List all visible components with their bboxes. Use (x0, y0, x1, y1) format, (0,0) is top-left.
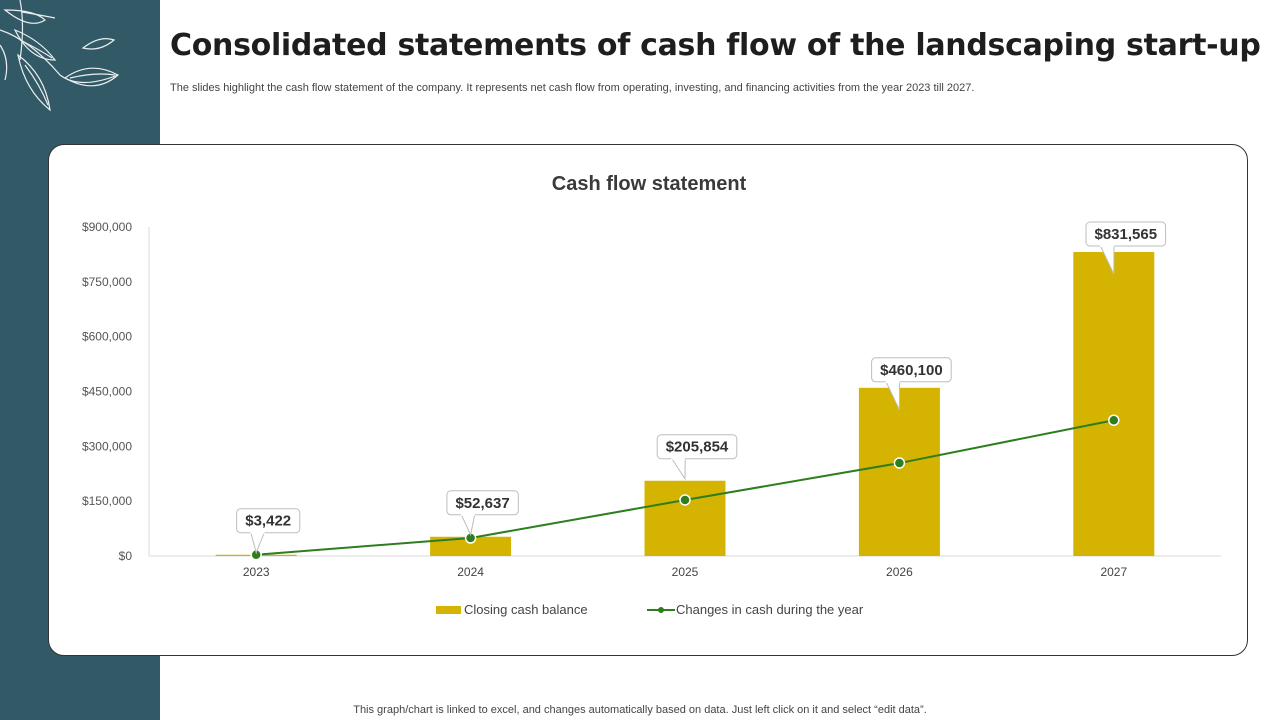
data-label-box (656, 434, 738, 460)
line-point-changes-in-cash (1108, 414, 1120, 426)
bar-closing-cash (858, 387, 940, 556)
data-label-joint (1100, 244, 1114, 248)
cash-flow-chart[interactable]: Cash flow statement $0 $150,000 $300,000 $45… (49, 145, 1249, 657)
x-tick-label: 2027 (1100, 565, 1127, 579)
page-title: Consolidated statements of cash flow of … (170, 28, 1261, 63)
y-tick-label: $450,000 (82, 385, 132, 399)
data-label: $831,565 (1095, 226, 1158, 243)
legend-swatch-closing-cash (436, 606, 461, 614)
data-label-joint (671, 456, 686, 460)
data-label-pointer (1099, 244, 1115, 275)
footer-note: This graph/chart is linked to excel, and… (353, 704, 927, 716)
y-tick-label: $150,000 (82, 494, 132, 508)
data-label-pointer (460, 513, 476, 537)
y-tick-label: $600,000 (82, 330, 132, 344)
line-point-changes-in-cash (893, 457, 906, 469)
data-label-box (236, 508, 301, 534)
legend-marker-changes-in-cash (658, 607, 664, 613)
x-tick-label: 2025 (672, 565, 699, 579)
x-tick-label: 2023 (243, 565, 270, 579)
data-label: $460,100 (880, 362, 943, 379)
data-label-box (1085, 221, 1167, 247)
data-label: $3,422 (245, 513, 291, 530)
data-label: $205,854 (666, 439, 729, 456)
y-tick-label: $300,000 (82, 439, 132, 453)
data-label-pointer (670, 457, 686, 481)
data-label-box (871, 357, 952, 383)
line-point-changes-in-cash (679, 494, 691, 506)
bar-closing-cash (430, 536, 512, 556)
chart-card[interactable]: Cash flow statement $0 $150,000 $300,000 $45… (48, 144, 1248, 656)
data-label-joint (250, 530, 265, 534)
page-subtitle: The slides highlight the cash flow state… (170, 82, 975, 94)
data-label-pointer (250, 531, 266, 555)
data-label-box (446, 490, 519, 516)
data-label-pointer (885, 380, 901, 411)
legend-label-changes-in-cash: Changes in cash during the year (676, 602, 864, 617)
bar-closing-cash (1073, 252, 1155, 556)
y-tick-label: $0 (119, 549, 133, 563)
y-tick-label: $750,000 (82, 275, 132, 289)
x-tick-label: 2024 (457, 565, 484, 579)
data-label-joint (460, 512, 475, 516)
chart-title: Cash flow statement (552, 173, 747, 195)
leaf-decoration-icon (0, 0, 120, 112)
x-tick-label: 2026 (886, 565, 913, 579)
data-label-joint (885, 379, 900, 383)
y-tick-label: $900,000 (82, 220, 132, 234)
data-label: $52,637 (455, 495, 509, 512)
legend-label-closing-cash: Closing cash balance (464, 602, 588, 617)
bar-closing-cash (644, 480, 726, 556)
